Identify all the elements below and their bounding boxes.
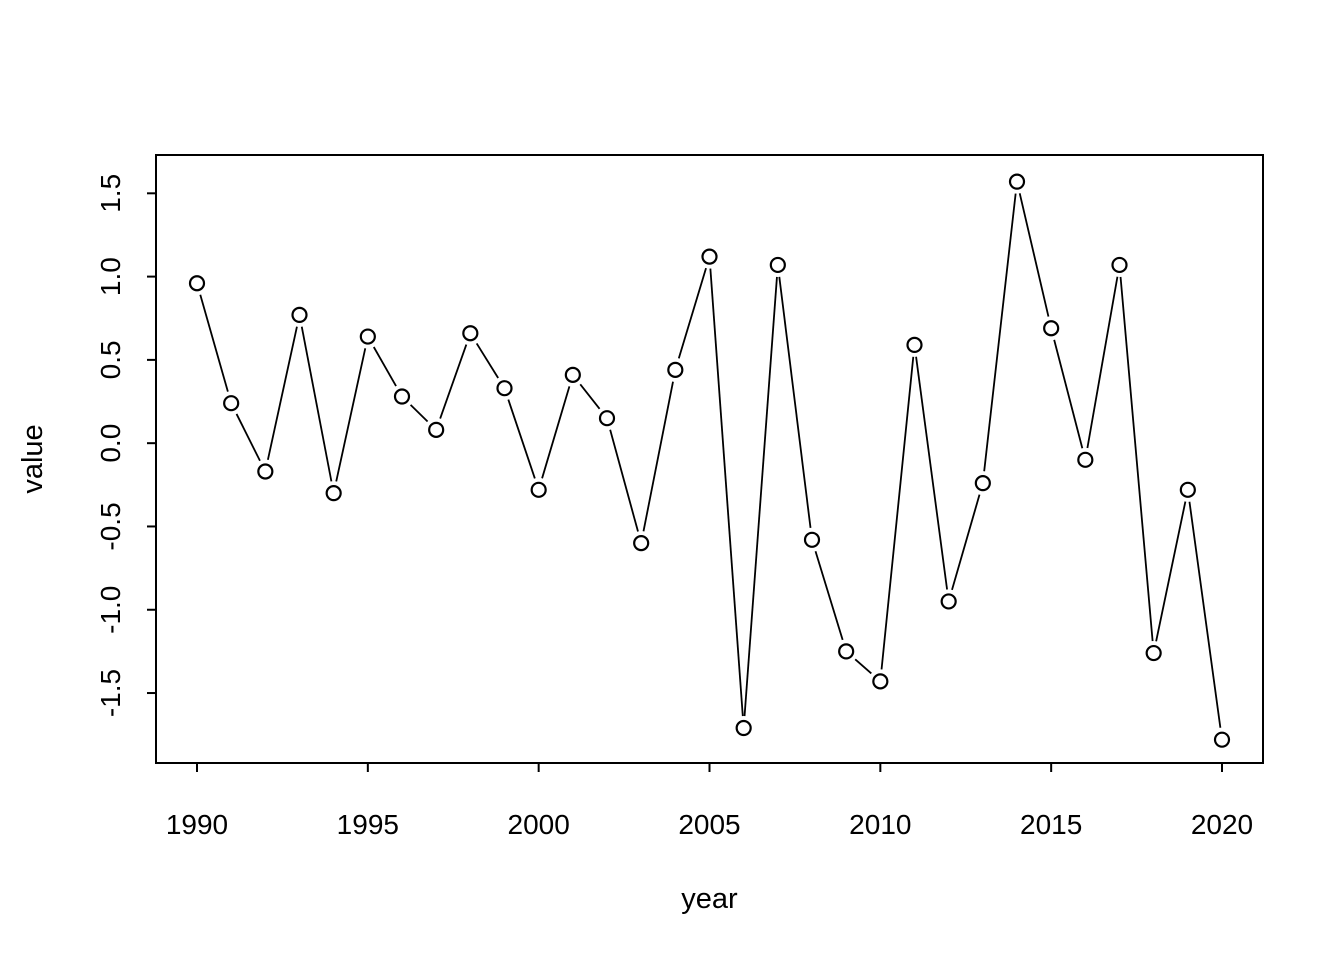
series-segment bbox=[951, 494, 981, 591]
data-point bbox=[1213, 731, 1231, 748]
series-segment bbox=[1053, 339, 1084, 449]
data-point bbox=[462, 325, 479, 342]
series-segment bbox=[267, 326, 298, 460]
data-point bbox=[769, 256, 786, 274]
data-point bbox=[1077, 451, 1094, 468]
series-segment bbox=[475, 342, 499, 379]
series-segment bbox=[1086, 276, 1119, 449]
series-segment bbox=[1155, 501, 1187, 642]
data-point bbox=[701, 248, 718, 265]
series-segment bbox=[235, 413, 261, 462]
data-point bbox=[940, 593, 957, 610]
data-point bbox=[257, 463, 274, 480]
data-point bbox=[633, 535, 650, 552]
data-point bbox=[872, 673, 889, 690]
data-point bbox=[838, 643, 855, 660]
series-segment bbox=[854, 658, 872, 675]
y-tick-label: -0.5 bbox=[95, 502, 126, 550]
y-tick-label: 1.5 bbox=[95, 174, 126, 213]
series-segment bbox=[880, 356, 915, 670]
x-tick-label: 2015 bbox=[1020, 809, 1082, 840]
x-axis-title: year bbox=[681, 883, 738, 915]
series-segment bbox=[1018, 193, 1050, 317]
y-tick-label: 0.5 bbox=[95, 340, 126, 379]
x-tick-label: 2010 bbox=[849, 809, 911, 840]
series-segment bbox=[814, 550, 844, 641]
series-segment bbox=[372, 346, 397, 387]
data-point bbox=[325, 485, 342, 502]
y-axis-title: value bbox=[17, 424, 49, 493]
x-tick-label: 2000 bbox=[508, 809, 570, 840]
data-point bbox=[496, 380, 513, 397]
data-point bbox=[1043, 320, 1060, 337]
series-segment bbox=[579, 383, 601, 410]
y-tick-label: 0.0 bbox=[95, 424, 126, 463]
data-point bbox=[530, 481, 547, 498]
series-segment bbox=[1188, 501, 1222, 728]
series-segment bbox=[439, 344, 468, 419]
data-point bbox=[564, 366, 581, 383]
x-tick-label: 2020 bbox=[1191, 809, 1253, 840]
series-segment bbox=[409, 404, 429, 423]
series-segment bbox=[743, 276, 778, 717]
x-tick-label: 1995 bbox=[337, 809, 399, 840]
series-segment bbox=[1119, 276, 1154, 642]
series-segment bbox=[983, 193, 1017, 472]
data-point bbox=[188, 275, 206, 292]
data-point bbox=[1111, 256, 1128, 274]
data-point bbox=[906, 336, 923, 353]
axes-layer: 1990 1995 2000 2005 2010 2015 2020 1.5 1.0 0.5 0.0… bbox=[95, 154, 1264, 840]
data-point bbox=[393, 388, 411, 405]
data-point bbox=[428, 421, 445, 438]
y-tick-label: -1.5 bbox=[95, 669, 126, 717]
y-tick-label: -1.0 bbox=[95, 586, 126, 634]
data-point bbox=[223, 395, 240, 412]
series-segment bbox=[300, 326, 333, 482]
axis-labels-layer: year value bbox=[17, 424, 738, 915]
series-segment bbox=[642, 381, 674, 532]
x-tick-label: 1990 bbox=[166, 809, 228, 840]
data-point bbox=[1008, 173, 1026, 190]
x-tick-label: 2005 bbox=[678, 809, 740, 840]
series-segment bbox=[507, 399, 536, 479]
data-point bbox=[291, 306, 308, 324]
data-point bbox=[1145, 644, 1162, 662]
plot-box bbox=[155, 154, 1264, 764]
series-segment bbox=[677, 267, 707, 359]
line-series bbox=[188, 173, 1231, 748]
series-segment bbox=[609, 429, 639, 532]
series-segment bbox=[778, 276, 812, 528]
data-point bbox=[667, 361, 684, 378]
data-point bbox=[1179, 481, 1196, 498]
data-point bbox=[359, 328, 376, 345]
series-segment bbox=[335, 348, 367, 482]
data-point bbox=[598, 410, 616, 427]
series-segment bbox=[199, 294, 229, 392]
y-tick-label: 1.0 bbox=[95, 257, 126, 296]
series-segment bbox=[541, 386, 571, 479]
data-point bbox=[735, 719, 752, 737]
data-point bbox=[803, 531, 821, 548]
series-segment bbox=[709, 268, 744, 717]
data-point bbox=[974, 475, 991, 492]
series-segment bbox=[915, 356, 948, 590]
